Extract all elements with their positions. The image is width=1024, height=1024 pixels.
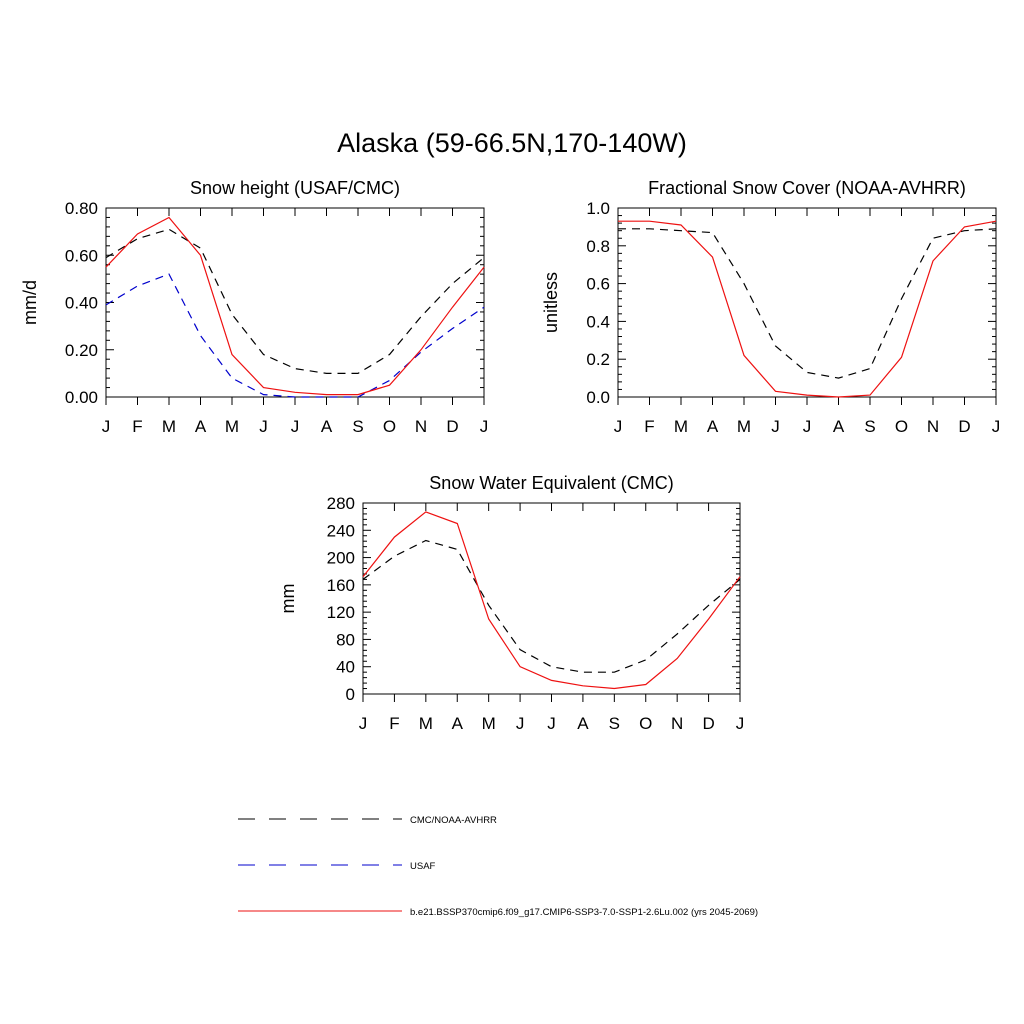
series-line (618, 220, 997, 398)
snow-cover-panel: Fractional Snow Cover (NOAA-AVHRR) unitle… (541, 178, 1000, 436)
y-tick-label: 0.4 (586, 312, 610, 331)
y-tick-label: 0.60 (65, 246, 98, 265)
x-tick-label: J (614, 417, 623, 436)
x-tick-label: M (737, 417, 751, 436)
y-tick-label: 80 (336, 630, 355, 649)
series-line (362, 539, 741, 673)
x-tick-label: J (992, 417, 1001, 436)
x-tick-label: J (803, 417, 812, 436)
x-tick-label: S (352, 417, 363, 436)
series-line (105, 273, 485, 398)
y-tick-label: 1.0 (586, 199, 610, 218)
plot-frame (617, 207, 997, 398)
x-tick-label: A (321, 417, 333, 436)
x-tick-label: D (702, 714, 714, 733)
series-line (618, 228, 997, 379)
y-axis-label: mm (278, 584, 298, 614)
series-line (105, 216, 485, 396)
y-tick-label: 160 (327, 576, 355, 595)
y-tick-label: 0.6 (586, 275, 610, 294)
x-tick-label: S (609, 714, 620, 733)
x-tick-label: M (162, 417, 176, 436)
x-tick-label: M (225, 417, 239, 436)
x-tick-label: J (291, 417, 300, 436)
x-tick-label: N (927, 417, 939, 436)
x-tick-label: M (482, 714, 496, 733)
x-tick-label: F (132, 417, 142, 436)
x-tick-label: J (480, 417, 489, 436)
series-line (362, 511, 741, 690)
x-tick-label: A (577, 714, 589, 733)
x-tick-label: M (419, 714, 433, 733)
figure-title: Alaska (59-66.5N,170-140W) (337, 128, 687, 158)
x-tick-label: J (516, 714, 525, 733)
x-tick-label: J (359, 714, 368, 733)
y-axis-label: unitless (541, 272, 561, 333)
x-tick-label: J (736, 714, 745, 733)
x-tick-label: A (452, 714, 464, 733)
x-tick-label: J (547, 714, 556, 733)
plot-frame (362, 502, 741, 695)
x-tick-label: O (383, 417, 396, 436)
panel-title: Snow Water Equivalent (CMC) (429, 473, 673, 493)
x-tick-label: J (259, 417, 268, 436)
y-tick-label: 0.8 (586, 237, 610, 256)
x-tick-label: A (195, 417, 207, 436)
y-tick-label: 0.2 (586, 350, 610, 369)
y-tick-label: 0.80 (65, 199, 98, 218)
y-tick-label: 0.40 (65, 294, 98, 313)
y-tick-label: 200 (327, 549, 355, 568)
panel-title: Fractional Snow Cover (NOAA-AVHRR) (648, 178, 966, 198)
series-line (105, 228, 485, 374)
x-tick-label: N (415, 417, 427, 436)
y-tick-label: 0.20 (65, 341, 98, 360)
x-tick-label: D (958, 417, 970, 436)
x-tick-label: D (446, 417, 458, 436)
plot-frame (105, 207, 485, 398)
y-tick-label: 280 (327, 494, 355, 513)
x-tick-label: F (389, 714, 399, 733)
y-tick-label: 240 (327, 521, 355, 540)
x-tick-label: A (833, 417, 845, 436)
legend-label: USAF (410, 861, 436, 872)
y-tick-label: 40 (336, 658, 355, 677)
x-tick-label: O (639, 714, 652, 733)
y-tick-label: 0 (346, 685, 355, 704)
x-tick-label: J (771, 417, 780, 436)
x-tick-label: J (102, 417, 111, 436)
y-axis-label: mm/d (20, 280, 40, 325)
x-tick-label: S (864, 417, 875, 436)
legend: CMC/NOAA-AVHRR USAF b.e21.BSSP370cmip6.f09… (238, 815, 758, 918)
legend-label: CMC/NOAA-AVHRR (410, 815, 497, 826)
x-tick-label: M (674, 417, 688, 436)
x-tick-label: N (671, 714, 683, 733)
x-tick-label: F (644, 417, 654, 436)
y-tick-label: 0.00 (65, 388, 98, 407)
swe-panel: Snow Water Equivalent (CMC) mm 0 40 80 120 160… (278, 473, 744, 733)
panel-title: Snow height (USAF/CMC) (190, 178, 400, 198)
snow-height-panel: Snow height (USAF/CMC) mm/d 0.00 0.20 0.40 0.… (20, 178, 488, 436)
x-tick-label: O (895, 417, 908, 436)
y-tick-label: 120 (327, 603, 355, 622)
y-tick-label: 0.0 (586, 388, 610, 407)
x-tick-label: A (707, 417, 719, 436)
legend-label: b.e21.BSSP370cmip6.f09_g17.CMIP6-SSP3-7.… (410, 907, 758, 918)
